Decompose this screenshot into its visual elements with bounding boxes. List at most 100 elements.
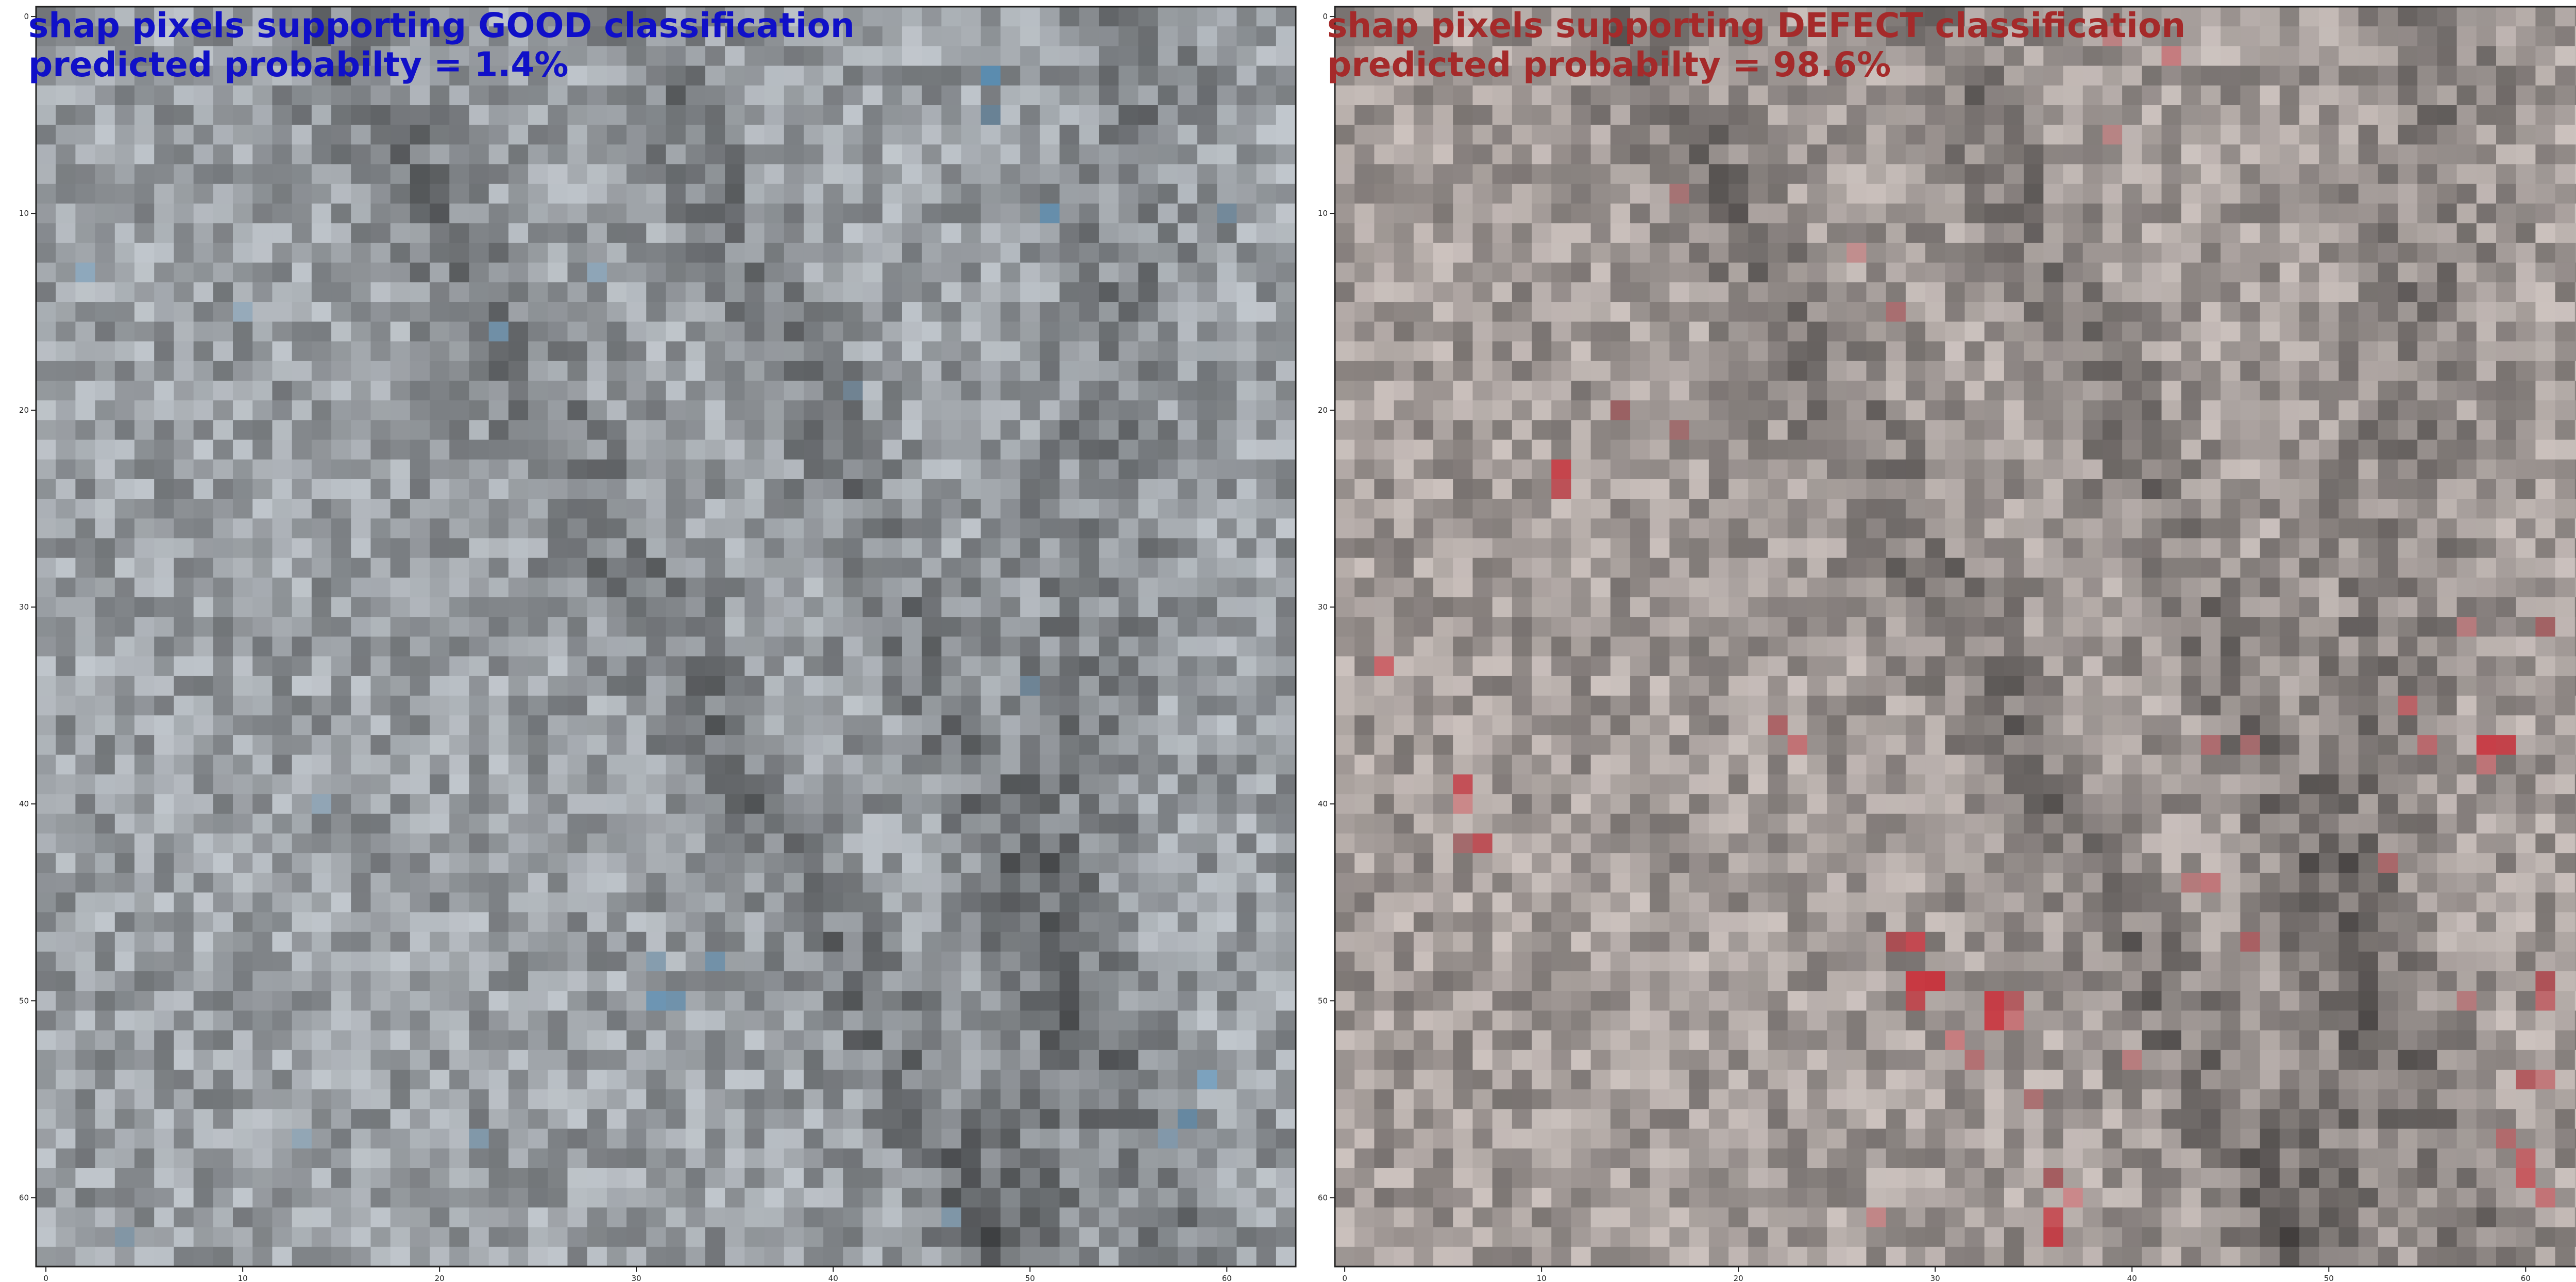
- heatmap-cell: [1040, 125, 1060, 145]
- heatmap-cell: [2338, 223, 2359, 243]
- heatmap-cell: [1650, 105, 1670, 125]
- heatmap-cell: [941, 696, 961, 716]
- heatmap-cell: [213, 912, 233, 932]
- heatmap-cell: [2359, 26, 2379, 46]
- heatmap-cell: [95, 322, 115, 342]
- heatmap-cell: [331, 400, 351, 420]
- heatmap-cell: [528, 578, 548, 598]
- heatmap-cell: [1217, 912, 1237, 932]
- heatmap-cell: [430, 774, 450, 795]
- heatmap-cell: [1394, 125, 1414, 145]
- heatmap-cell: [391, 715, 411, 735]
- heatmap-cell: [1689, 263, 1709, 283]
- heatmap-cell: [725, 1227, 745, 1247]
- heatmap-cell: [1236, 26, 1257, 46]
- heatmap-cell: [1001, 597, 1021, 617]
- heatmap-cell: [804, 676, 824, 696]
- heatmap-cell: [469, 164, 489, 184]
- heatmap-cell: [1118, 460, 1139, 480]
- heatmap-cell: [804, 578, 824, 598]
- heatmap-cell: [902, 105, 922, 125]
- heatmap-cell: [804, 1089, 824, 1109]
- heatmap-cell: [213, 952, 233, 972]
- heatmap-cell: [1060, 971, 1080, 991]
- heatmap-cell: [725, 400, 745, 420]
- heatmap-cell: [1788, 105, 1808, 125]
- heatmap-cell: [36, 794, 56, 814]
- heatmap-cell: [1178, 1129, 1198, 1149]
- heatmap-cell: [1099, 1149, 1119, 1169]
- heatmap-cell: [528, 892, 548, 913]
- heatmap-cell: [469, 991, 489, 1011]
- heatmap-cell: [1079, 204, 1099, 224]
- heatmap-cell: [1158, 1188, 1178, 1208]
- heatmap-cell: [1532, 125, 1552, 145]
- heatmap-cell: [331, 1050, 351, 1070]
- heatmap-cell: [75, 1089, 95, 1109]
- heatmap-cell: [1118, 164, 1139, 184]
- heatmap-cell: [75, 400, 95, 420]
- heatmap-cell: [469, 1207, 489, 1227]
- heatmap-cell: [863, 1089, 883, 1109]
- heatmap-cell: [1669, 125, 1689, 145]
- heatmap-cell: [1414, 144, 1434, 164]
- heatmap-cell: [587, 873, 607, 893]
- heatmap-cell: [961, 637, 981, 657]
- heatmap-cell: [902, 1109, 922, 1129]
- heatmap-cell: [981, 381, 1001, 401]
- heatmap-cell: [1768, 125, 1788, 145]
- heatmap-cell: [744, 125, 765, 145]
- heatmap-cell: [1099, 184, 1119, 204]
- heatmap-cell: [1060, 361, 1080, 381]
- heatmap-cell: [843, 774, 863, 795]
- heatmap-cell: [95, 1207, 115, 1227]
- heatmap-cell: [331, 322, 351, 342]
- heatmap-cell: [351, 164, 371, 184]
- heatmap-cell: [1118, 1050, 1139, 1070]
- heatmap-cell: [1709, 125, 1729, 145]
- heatmap-cell: [2378, 223, 2398, 243]
- heatmap-cell: [646, 420, 666, 440]
- heatmap-cell: [56, 1207, 76, 1227]
- heatmap-cell: [1493, 86, 1513, 106]
- heatmap-cell: [646, 637, 666, 657]
- heatmap-cell: [863, 873, 883, 893]
- heatmap-cell: [1040, 26, 1060, 46]
- heatmap-cell: [2103, 164, 2123, 184]
- heatmap-cell: [1236, 1188, 1257, 1208]
- heatmap-cell: [1138, 873, 1158, 893]
- heatmap-cell: [725, 282, 745, 302]
- heatmap-cell: [804, 1188, 824, 1208]
- heatmap-cell: [705, 597, 725, 617]
- heatmap-cell: [922, 125, 942, 145]
- heatmap-cell: [331, 1129, 351, 1149]
- heatmap-cell: [961, 1188, 981, 1208]
- heatmap-cell: [941, 440, 961, 460]
- heatmap-cell: [469, 715, 489, 735]
- heatmap-cell: [961, 912, 981, 932]
- heatmap-cell: [941, 460, 961, 480]
- heatmap-cell: [883, 1207, 903, 1227]
- heatmap-cell: [961, 1129, 981, 1149]
- heatmap-cell: [252, 617, 273, 637]
- heatmap-cell: [1257, 892, 1277, 913]
- heatmap-cell: [843, 361, 863, 381]
- heatmap-cell: [902, 46, 922, 66]
- heatmap-cell: [252, 1010, 273, 1031]
- heatmap-cell: [804, 932, 824, 952]
- heatmap-cell: [1236, 144, 1257, 164]
- heatmap-cell: [567, 1050, 587, 1070]
- heatmap-cell: [391, 1227, 411, 1247]
- heatmap-cell: [725, 814, 745, 834]
- heatmap-cell: [449, 86, 469, 106]
- heatmap-cell: [1158, 617, 1178, 637]
- heatmap-cell: [528, 735, 548, 755]
- heatmap-cell: [194, 755, 214, 775]
- heatmap-cell: [1276, 578, 1296, 598]
- heatmap-cell: [2280, 184, 2300, 204]
- heatmap-cell: [1611, 243, 1631, 263]
- heatmap-cell: [351, 263, 371, 283]
- heatmap-cell: [2555, 144, 2575, 164]
- heatmap-cell: [2535, 164, 2555, 184]
- heatmap-cell: [370, 873, 391, 893]
